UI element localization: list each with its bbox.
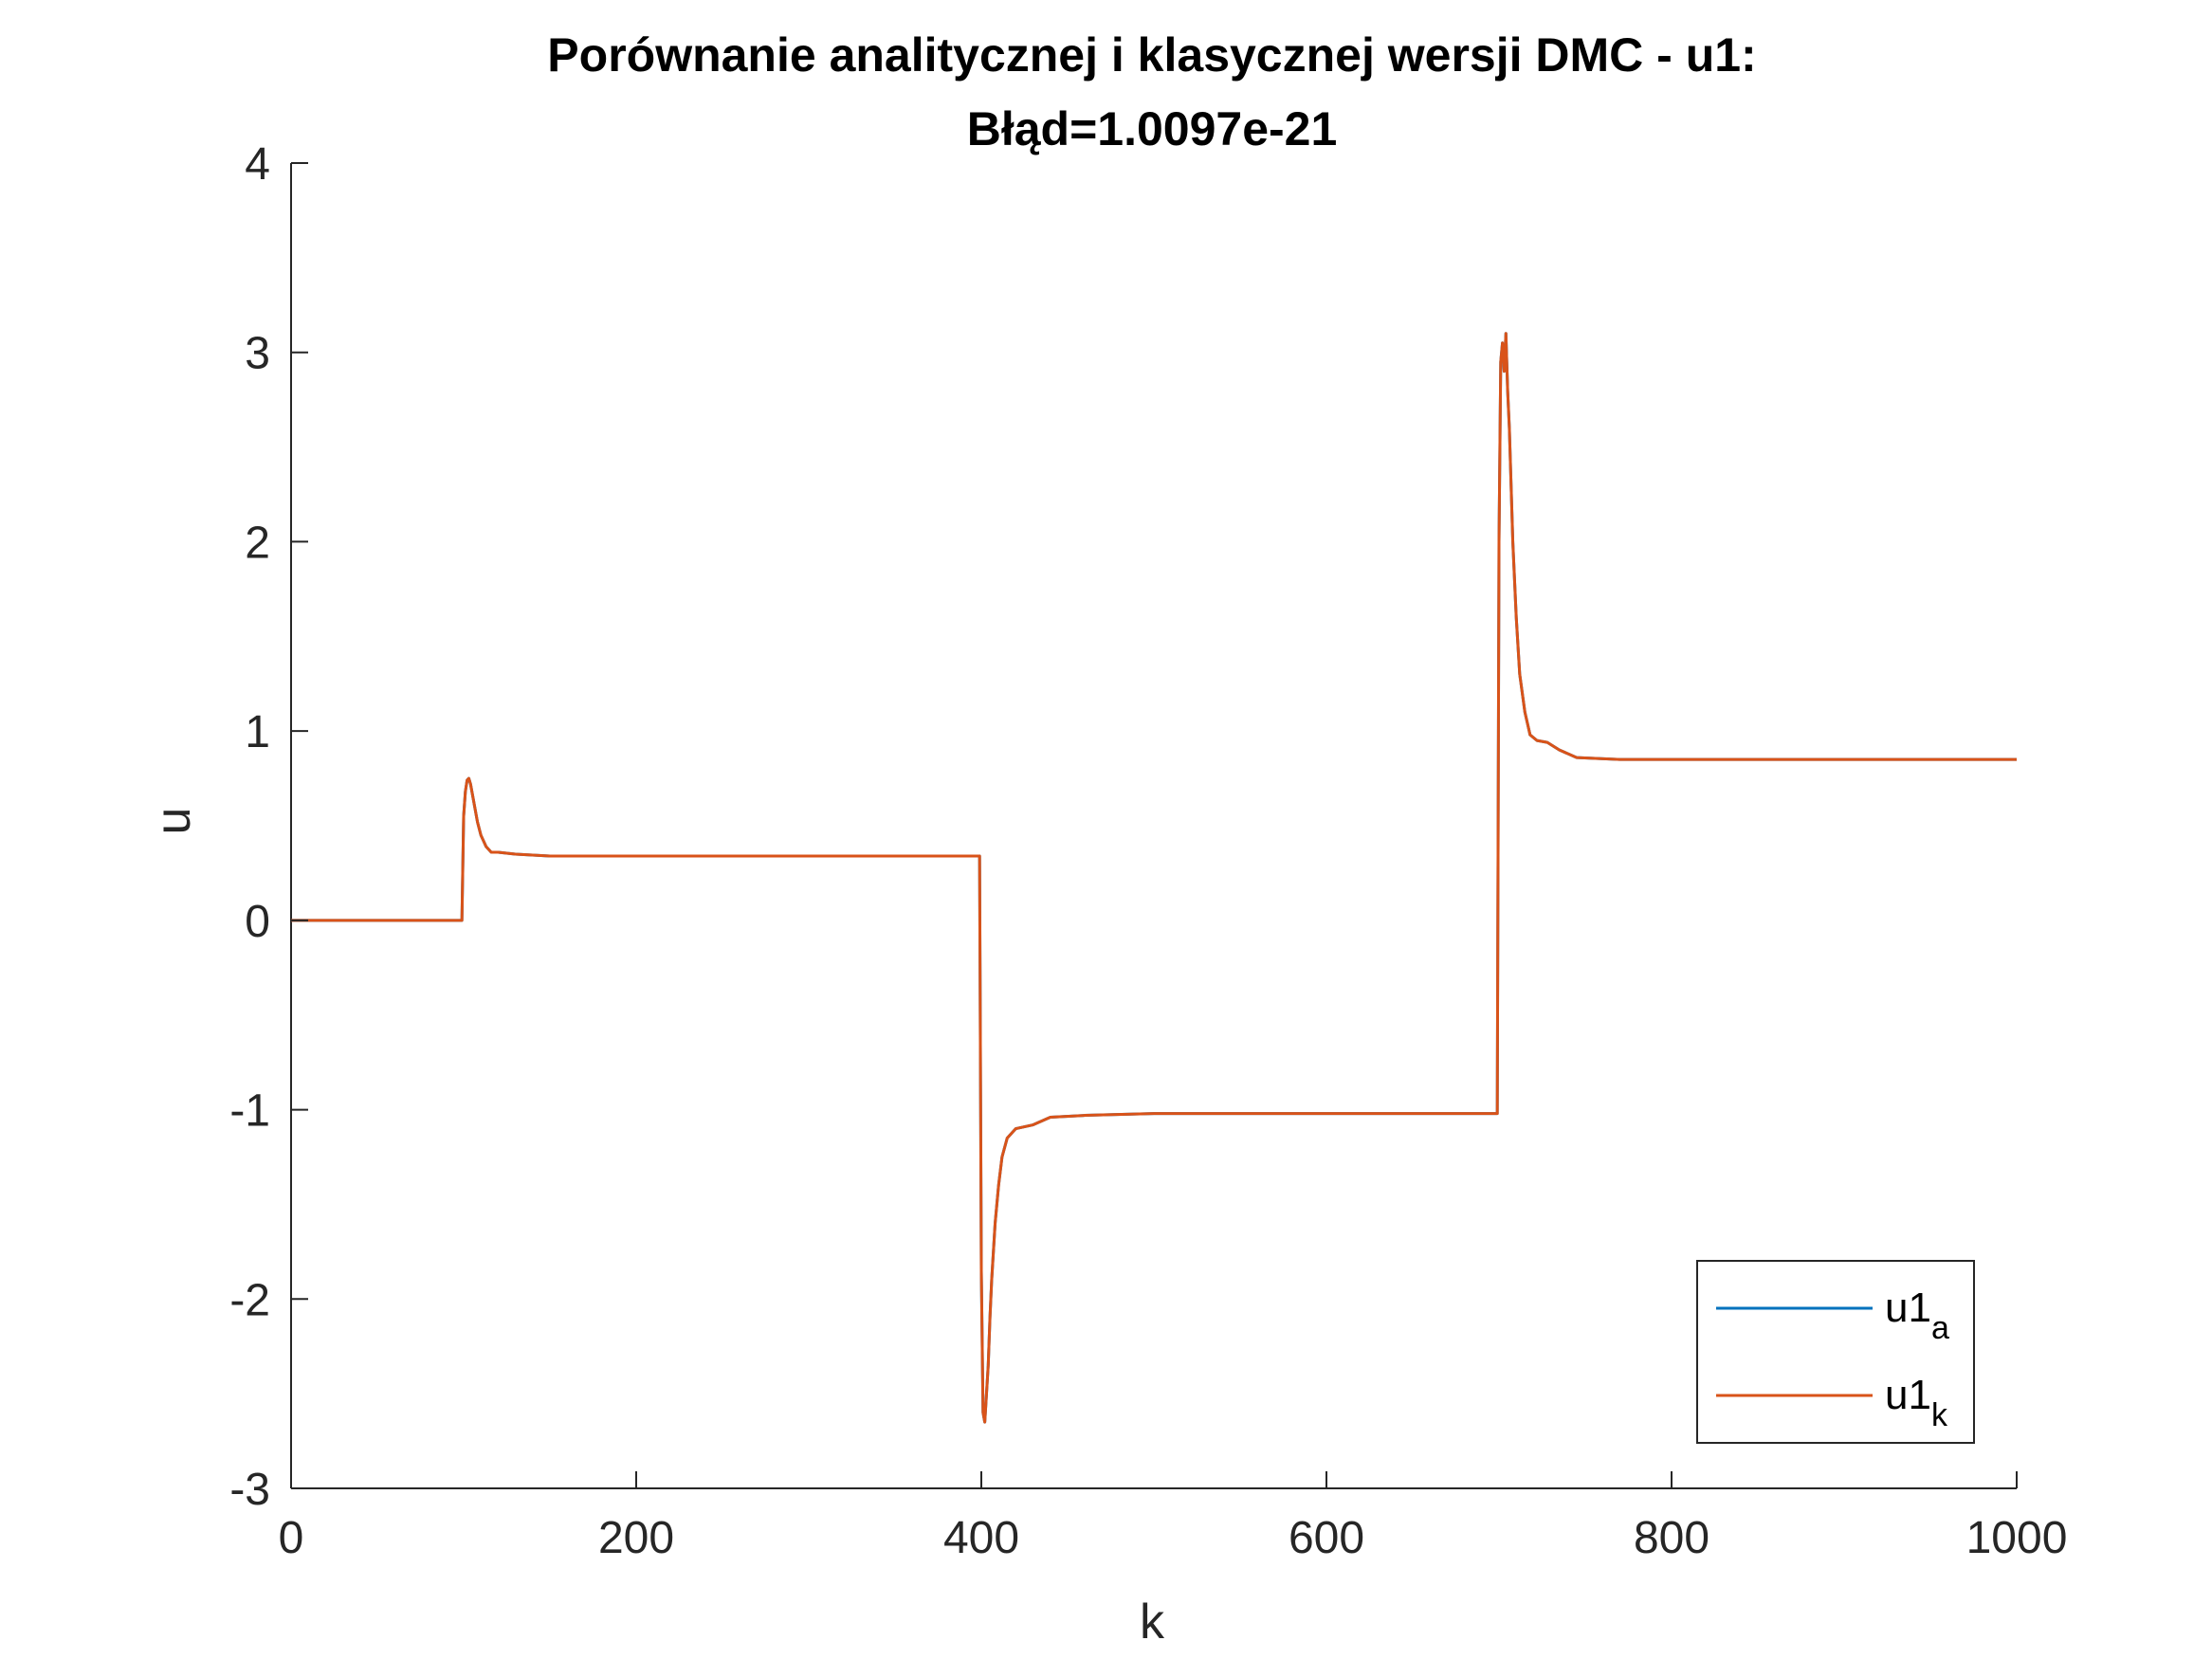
legend: u1a u1k — [1696, 1260, 1975, 1444]
y-axis-label: u — [146, 808, 201, 835]
chart-title: Porównanie analitycznej i klasycznej wer… — [547, 28, 1756, 82]
chart-subtitle: Błąd=1.0097e-21 — [967, 102, 1338, 155]
series-lines — [291, 332, 2017, 1424]
series-line-u1-k — [291, 332, 2017, 1424]
y-tick-label: 3 — [245, 329, 270, 379]
x-tick-label: 0 — [279, 1513, 304, 1563]
x-tick-label: 600 — [1289, 1513, 1364, 1563]
x-tick-label: 800 — [1634, 1513, 1709, 1563]
ticks: 0 200 400 600 800 1000 -3 -2 -1 0 1 2 3 4 — [229, 139, 2067, 1563]
x-axis-label: k — [1140, 1595, 1165, 1650]
y-tick-label: 4 — [245, 139, 270, 190]
x-tick-label: 400 — [943, 1513, 1019, 1563]
y-tick-label: -3 — [229, 1465, 270, 1515]
legend-entry-k: u1k — [1716, 1372, 1948, 1433]
legend-label-u1a: u1a — [1885, 1285, 1949, 1346]
legend-entry-a: u1a — [1716, 1285, 1949, 1346]
y-tick-label: 2 — [245, 518, 270, 568]
y-tick-label: 1 — [245, 707, 270, 757]
x-tick-label: 200 — [598, 1513, 674, 1563]
legend-box — [1696, 1260, 1975, 1444]
legend-label-u1k: u1k — [1885, 1372, 1948, 1433]
y-tick-label: -1 — [229, 1086, 270, 1137]
x-tick-label: 1000 — [1966, 1513, 2068, 1563]
y-tick-label: 0 — [245, 897, 270, 947]
y-tick-label: -2 — [229, 1275, 270, 1325]
axes — [290, 163, 2017, 1489]
series-line-u1-a — [291, 332, 2017, 1424]
